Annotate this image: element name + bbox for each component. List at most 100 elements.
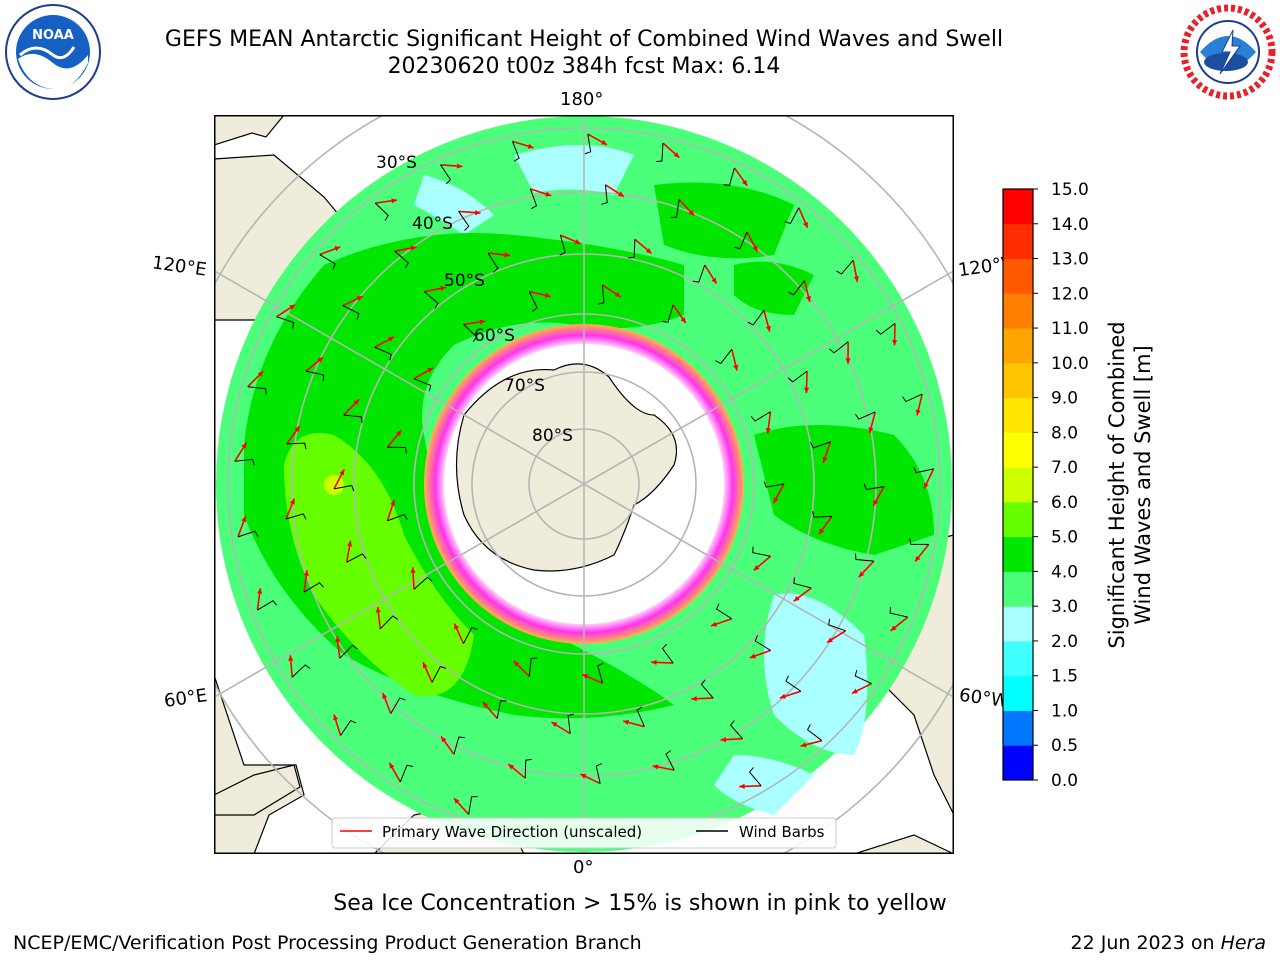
colorbar-tick-label: 4.0 [1051,562,1078,582]
wave-direction-arrow [798,207,809,229]
wave-direction-arrow [288,655,294,678]
wave-direction-arrow [286,425,301,445]
wind-barb [276,316,295,329]
wave-direction-arrow [458,209,481,216]
wind-barb [291,664,311,678]
wave-direction-arrow [634,238,653,255]
wind-barb [889,607,908,618]
wind-barb [285,513,307,520]
wave-direction-arrow [453,623,465,644]
wave-direction-arrow [739,783,762,789]
wave-direction-arrow [662,142,680,159]
wind-barb [286,442,307,450]
wave-direction-arrow [890,616,909,632]
wind-barb [394,250,409,269]
wave-direction-arrow [256,588,263,611]
lon-label-60e: 60°E [162,685,209,712]
polar-map: 30°S 40°S 50°S 60°S 70°S 80°S Primary Wa… [214,115,954,854]
wind-barb [234,458,255,466]
colorbar-tick-label: 11.0 [1051,319,1089,339]
footer-date: 22 Jun 2023 on Hera [1071,932,1266,954]
colorbar-segment [1003,675,1033,711]
wind-barb [763,481,785,488]
wave-direction-arrow [422,662,433,683]
wind-barb [748,767,762,787]
wave-direction-arrow [237,515,247,538]
footer-date-text: 22 Jun 2023 on [1070,932,1221,954]
lon-label-0: 0° [573,857,594,878]
wind-barb [387,513,408,522]
wind-barb [305,370,325,382]
wave-direction-arrow [915,393,924,416]
wind-barb [733,231,748,250]
wind-barb [390,697,406,714]
wind-barb [913,466,934,474]
lat-label-40s: 40°S [412,214,453,234]
wave-direction-arrow [891,323,898,346]
lat-label-60s: 60°S [474,326,515,346]
wave-direction-arrow [529,290,551,298]
wind-barb [374,202,389,221]
wave-direction-arrow [772,483,785,504]
wave-vectors [234,133,935,815]
wind-barb [854,670,872,684]
colorbar-label-line1: Significant Height of Combined [1105,321,1129,649]
wave-direction-arrow [651,659,674,666]
wind-barb [468,796,478,815]
wind-barb [636,706,645,727]
wave-direction-arrow [733,167,748,187]
footer-producer: NCEP/EMC/Verification Post Processing Pr… [13,932,642,954]
wave-direction-arrow [453,797,470,815]
wind-barb [424,291,439,309]
wave-direction-arrow [704,264,718,285]
wave-direction-arrow [605,184,625,198]
colorbar-tick-label: 13.0 [1051,250,1089,270]
wave-direction-arrow [720,737,743,743]
wind-barb [487,252,499,273]
sea-ice-note: Sea Ice Concentration > 15% is shown in … [333,891,947,916]
colorbar-segment [1003,745,1033,781]
colorbar: 0.0 0.5 1.0 1.5 2.0 3.0 4.0 5.0 6.0 7.0 8.0 9.0 10.0… [1002,182,1089,788]
wave-direction-arrow [424,285,447,293]
wind-barb [387,446,407,454]
chart-title: GEFS MEAN Antarctic Significant Height o… [164,27,1004,52]
wave-direction-arrow [413,367,434,380]
wind-barb [661,643,674,664]
colorbar-segment [1003,536,1033,572]
colorbar-tick-label: 10.0 [1051,354,1089,374]
wind-barb [692,264,706,283]
wind-barb [458,211,470,231]
wave-direction-arrow [803,371,810,394]
colorbar-tick-label: 14.0 [1051,215,1089,235]
colorbar-tick-label: 8.0 [1051,423,1078,443]
wave-direction-arrow [872,486,885,507]
wave-direction-arrow [335,636,341,659]
colorbar-segment [1003,397,1033,433]
wave-direction-arrow [868,411,876,434]
wind-barb [812,511,832,518]
wave-direction-arrow [482,701,498,719]
land-madagascar [214,764,301,816]
colorbar-tick-label: 1.0 [1051,701,1078,721]
wind-barb [806,724,823,742]
wave-direction-arrow [440,163,463,169]
lat-label-70s: 70°S [504,376,545,396]
wave-direction-arrow [375,606,382,629]
wind-barb [752,546,771,557]
wave-direction-arrow [530,188,552,197]
wave-direction-arrow [779,690,802,699]
colorbar-tick-label: 6.0 [1051,493,1078,513]
wave-direction-arrow [580,773,601,785]
colorbar-tick-label: 15.0 [1051,182,1089,200]
wave-direction-arrow [678,198,695,217]
wave-direction-arrow [440,735,455,755]
land-corner-nw [214,115,285,146]
wind-barb [346,553,367,563]
wave-direction-arrow [345,540,353,563]
wave-direction-arrow [410,567,416,590]
wind-barb [342,305,360,320]
colorbar-segment [1003,571,1033,607]
wind-barb [584,133,592,155]
wind-barb [374,346,392,361]
lat-label-50s: 50°S [444,271,485,291]
